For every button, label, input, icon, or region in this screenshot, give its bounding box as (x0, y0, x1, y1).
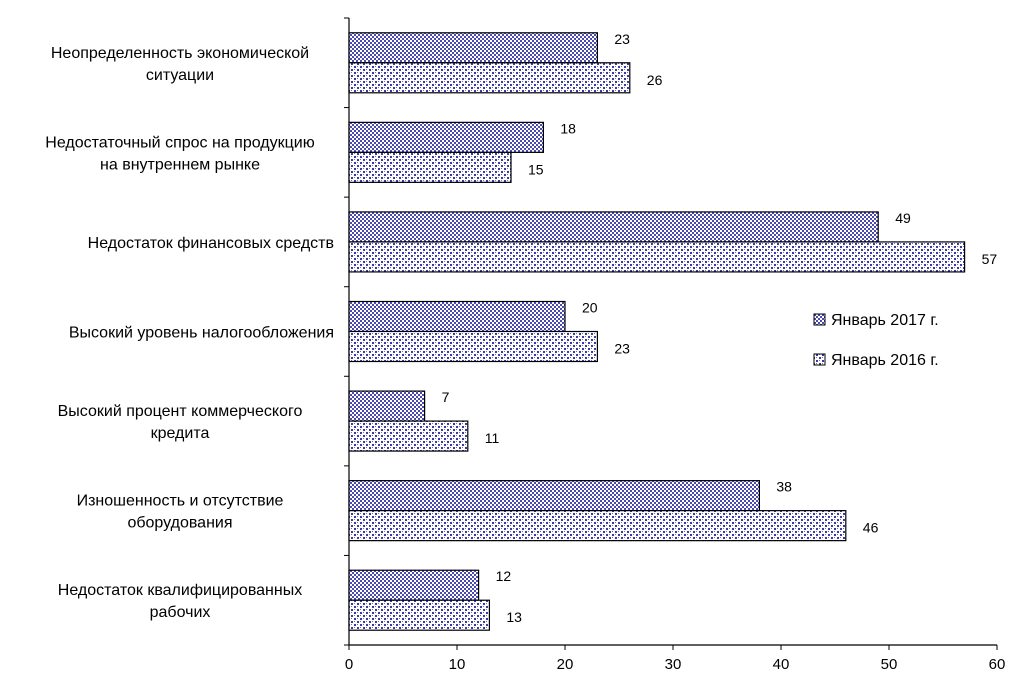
category-label: Недостаток квалифицированных (58, 582, 302, 599)
bar-series-2016 (348, 151, 512, 183)
bar-series-2017 (348, 121, 544, 153)
x-tick-label: 0 (345, 656, 353, 673)
bar-series-2016 (348, 599, 490, 631)
data-label: 23 (614, 341, 630, 357)
x-tick-label: 50 (881, 656, 898, 673)
bar-series-2016 (348, 510, 847, 542)
data-label: 23 (614, 31, 630, 47)
category-label: Высокий процент коммерческого (58, 403, 303, 420)
x-tick-label: 30 (665, 656, 682, 673)
plot-area: 0 10 20 30 40 50 60 23 26 Неопределенность эконом… (45, 17, 1006, 673)
category-label: оборудования (127, 515, 232, 532)
bar-series-2017 (348, 390, 426, 422)
legend-label: Январь 2017 г. (831, 312, 939, 329)
x-tick-label: 10 (449, 656, 466, 673)
data-label: 11 (485, 430, 500, 446)
legend-swatch (813, 313, 826, 326)
bar-series-2017 (348, 300, 566, 333)
data-label: 57 (982, 251, 998, 267)
x-tick-label: 40 (773, 656, 790, 673)
category-label: Недостаточный спрос на продукцию (45, 134, 314, 151)
bar-series-2016 (348, 420, 469, 452)
bar-series-2016 (348, 330, 598, 363)
bar-series-2017 (348, 32, 598, 64)
data-label: 15 (528, 161, 544, 177)
category-label: Неопределенность экономической (51, 45, 309, 62)
data-label: 18 (560, 120, 576, 136)
bar-series-2016 (348, 241, 966, 273)
bar-series-2017 (348, 569, 480, 601)
data-label: 7 (442, 389, 450, 405)
legend-swatch (813, 353, 826, 366)
category-label: Изношенность и отсутствие (77, 493, 284, 510)
data-label: 12 (496, 568, 512, 584)
data-label: 38 (776, 479, 792, 495)
data-label: 20 (582, 300, 598, 316)
x-tick-label: 20 (557, 656, 574, 673)
category-label: на внутреннем рынке (100, 156, 260, 173)
x-tick-label: 60 (989, 656, 1006, 673)
data-label: 26 (647, 72, 663, 88)
bar-series-2016 (348, 62, 631, 94)
data-label: 13 (506, 609, 522, 625)
data-label: 46 (863, 520, 879, 536)
category-label: Недостаток финансовых средств (88, 235, 334, 252)
category-label: Высокий уровень налогообложения (69, 325, 334, 342)
category-label: кредита (151, 425, 210, 442)
bar-series-2017 (348, 211, 879, 243)
category-label: рабочих (150, 604, 211, 621)
data-label: 49 (895, 210, 911, 226)
category-label: ситуации (146, 67, 214, 84)
legend-label: Январь 2016 г. (831, 352, 939, 369)
bar-series-2017 (348, 480, 760, 512)
legend: Январь 2017 г. Январь 2016 г. (813, 312, 939, 369)
